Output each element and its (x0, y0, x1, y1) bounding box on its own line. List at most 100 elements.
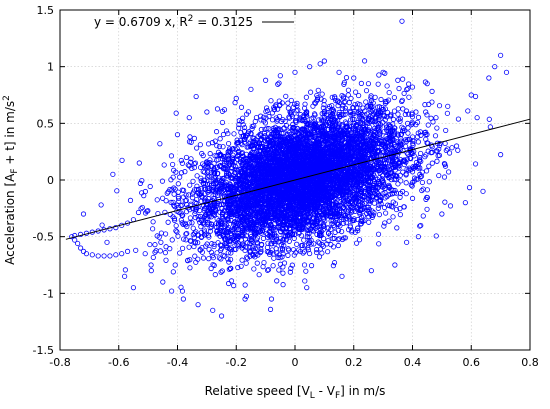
data-point (406, 165, 412, 171)
data-point (218, 313, 225, 319)
data-point (187, 215, 193, 221)
data-point (178, 170, 185, 176)
data-point (368, 93, 374, 99)
data-point (75, 240, 81, 247)
data-point (343, 220, 349, 226)
data-point (403, 180, 409, 186)
data-point (290, 121, 296, 127)
data-point (187, 265, 193, 271)
data-point (339, 105, 346, 112)
data-point (455, 147, 461, 153)
data-point (405, 86, 411, 92)
data-point (300, 213, 306, 220)
data-point (157, 141, 163, 147)
data-point (233, 167, 240, 173)
data-point (446, 169, 452, 175)
data-point (426, 163, 432, 169)
data-point (414, 119, 421, 126)
data-point (343, 75, 350, 81)
data-point (361, 58, 368, 64)
data-point (243, 260, 249, 266)
data-point (189, 220, 195, 226)
data-point (245, 218, 252, 224)
data-point (378, 96, 384, 103)
data-point (261, 114, 267, 120)
data-point (386, 218, 392, 224)
data-point (159, 178, 166, 184)
data-point (472, 161, 479, 167)
data-point (293, 108, 300, 114)
data-point (382, 70, 388, 76)
data-point (230, 152, 236, 158)
data-point (378, 201, 384, 207)
data-point (403, 191, 409, 197)
data-point (252, 254, 258, 260)
data-point (498, 152, 504, 158)
data-point (150, 219, 156, 225)
data-point (307, 64, 313, 70)
data-point (228, 244, 234, 250)
data-point (191, 243, 197, 250)
data-point (313, 249, 320, 256)
data-point (104, 239, 110, 245)
data-point (453, 143, 460, 149)
data-point (449, 145, 455, 151)
data-point (270, 263, 276, 269)
data-point (409, 195, 416, 201)
data-point (265, 267, 271, 273)
data-point (192, 160, 199, 166)
data-point (176, 198, 182, 204)
data-point (443, 147, 449, 154)
data-point (122, 267, 128, 273)
data-point (435, 153, 441, 159)
data-point (315, 87, 321, 93)
data-point (404, 239, 410, 245)
data-point (292, 228, 298, 234)
data-point (276, 267, 282, 273)
data-point (162, 231, 169, 237)
data-point (124, 248, 131, 254)
data-point (163, 257, 169, 263)
data-point (153, 248, 159, 254)
data-point (398, 178, 404, 184)
data-point (492, 64, 498, 70)
data-point (197, 219, 203, 225)
data-point (329, 102, 335, 109)
data-point (218, 256, 224, 262)
data-point (395, 77, 401, 83)
data-point (375, 205, 381, 211)
data-point (179, 288, 186, 294)
data-point (343, 120, 350, 126)
data-point (210, 307, 216, 313)
data-point (206, 234, 212, 240)
data-point (242, 296, 248, 302)
data-point (236, 118, 242, 124)
data-point (231, 283, 237, 289)
data-point (226, 280, 232, 287)
data-point (294, 241, 300, 247)
data-point (391, 94, 397, 101)
data-point (424, 187, 430, 193)
data-point (170, 214, 176, 220)
data-point (236, 125, 242, 131)
data-point (99, 222, 105, 228)
data-point (419, 179, 426, 186)
data-point (281, 242, 287, 249)
data-point (341, 79, 348, 86)
data-point (307, 89, 314, 95)
data-point (331, 260, 338, 266)
data-point (170, 269, 176, 275)
data-point (446, 150, 453, 156)
data-point (391, 190, 397, 196)
data-point (152, 242, 158, 248)
data-point (423, 136, 429, 142)
data-point (157, 248, 163, 254)
data-point (249, 244, 256, 250)
data-point (445, 103, 451, 109)
data-point (434, 158, 440, 164)
data-point (334, 213, 340, 220)
data-point (301, 249, 307, 255)
data-point (397, 212, 403, 218)
data-point (95, 253, 101, 259)
data-point (365, 81, 372, 87)
